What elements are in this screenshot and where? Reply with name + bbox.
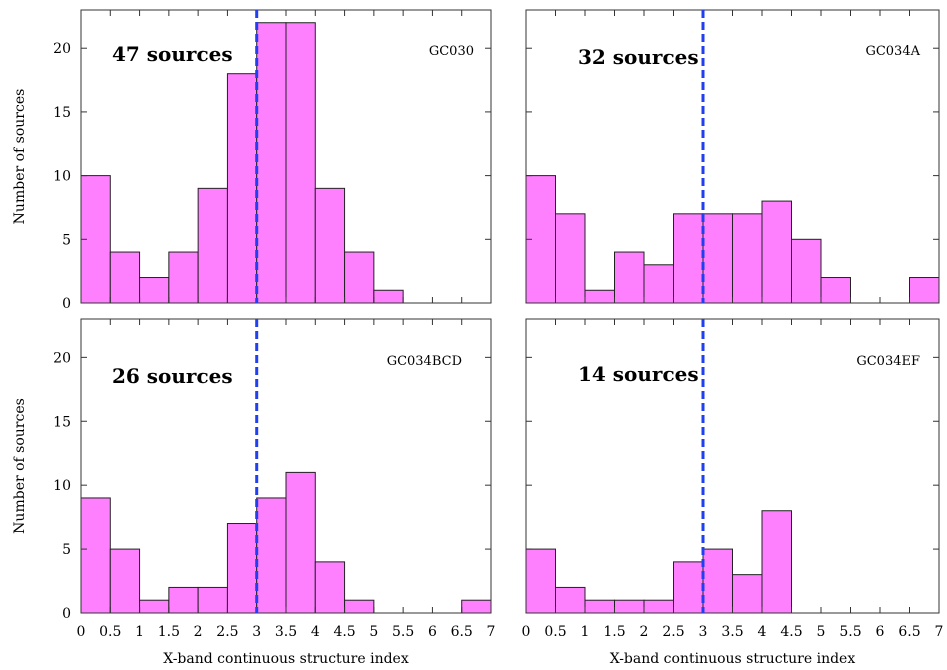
histogram-bar xyxy=(139,599,170,614)
x-tick-label: 2 xyxy=(194,624,203,640)
y-tick-label: 20 xyxy=(53,41,71,57)
x-tick-label: 5.5 xyxy=(839,624,861,640)
x-tick-label: 6 xyxy=(428,624,437,640)
x-tick-label: 3.5 xyxy=(275,624,297,640)
panel-name-label: GC030 xyxy=(429,44,474,59)
x-tick-label: 0 xyxy=(522,624,531,640)
x-tick-label: 5.5 xyxy=(392,624,414,640)
histogram-bar xyxy=(80,497,111,614)
panel-name-label: GC034A xyxy=(865,44,920,59)
histogram-bar xyxy=(909,277,940,304)
x-tick-label: 6 xyxy=(876,624,885,640)
histogram-bar xyxy=(373,289,404,304)
x-tick-label: 4.5 xyxy=(333,624,355,640)
histogram-bar xyxy=(584,289,615,304)
histogram-bar xyxy=(168,251,199,304)
histogram-bar xyxy=(285,22,316,304)
histogram-bar xyxy=(702,213,733,304)
y-tick-label: 10 xyxy=(53,478,71,494)
histogram-bar xyxy=(461,599,492,614)
y-tick-label: 0 xyxy=(62,296,71,312)
y-axis-label: Number of sources xyxy=(12,398,28,534)
x-tick-label: 0.5 xyxy=(544,624,566,640)
histogram-bar xyxy=(109,548,141,614)
histogram-bar xyxy=(525,548,556,614)
histogram-bar xyxy=(555,213,586,304)
histogram-bar xyxy=(673,561,704,614)
x-tick-label: 0.5 xyxy=(99,624,121,640)
source-count-label: 26 sources xyxy=(112,364,233,388)
x-tick-label: 5 xyxy=(817,624,826,640)
histogram-bar xyxy=(732,574,763,614)
histogram-bar xyxy=(344,251,375,304)
histogram-bar xyxy=(643,599,674,614)
x-tick-label: 3 xyxy=(699,624,708,640)
x-axis-label: X-band continuous structure index xyxy=(163,651,409,667)
x-tick-label: 2 xyxy=(640,624,649,640)
y-tick-label: 20 xyxy=(53,350,71,366)
histogram-panel-gc034bcd: 0 5 10 15 20 0 0.5 1 1.5 2 2.5 3 3.5 4 4.5 5 5.5 6 6.5 7 26 … xyxy=(12,318,496,667)
x-tick-label: 3.5 xyxy=(721,624,743,640)
x-tick-label: 4.5 xyxy=(780,624,802,640)
histogram-bar xyxy=(761,200,792,304)
y-tick-label: 15 xyxy=(53,414,71,430)
histogram-bar xyxy=(584,599,615,614)
y-tick-label: 10 xyxy=(53,169,71,185)
panel-name-label: GC034BCD xyxy=(387,354,462,369)
histogram-bar xyxy=(314,187,346,304)
x-tick-label: 5 xyxy=(369,624,378,640)
histogram-bar xyxy=(614,251,645,304)
source-count-label: 14 sources xyxy=(578,362,699,386)
source-count-label: 47 sources xyxy=(112,42,233,66)
histogram-bar xyxy=(761,510,792,614)
histogram-bar xyxy=(643,264,674,304)
histogram-panel-gc034ef: 0 0.5 1 1.5 2 2.5 3 3.5 4 4.5 5 5.5 6 6.5 7 14 sources G… xyxy=(522,318,944,667)
histogram-panel-gc034a: 32 sources GC034A xyxy=(525,9,940,304)
panel-name-label: GC034EF xyxy=(856,354,920,369)
x-tick-label: 2.5 xyxy=(662,624,684,640)
histogram-bar xyxy=(702,548,733,614)
y-tick-label: 5 xyxy=(62,232,71,248)
histogram-bar xyxy=(285,471,316,614)
histogram-bar xyxy=(344,599,375,614)
x-tick-label: 4 xyxy=(311,624,320,640)
x-tick-label: 3 xyxy=(252,624,261,640)
histogram-bar xyxy=(673,213,704,304)
y-tick-label: 0 xyxy=(62,606,71,622)
histogram-bar xyxy=(168,586,199,614)
x-tick-label: 1 xyxy=(581,624,590,640)
histogram-bar xyxy=(226,523,258,614)
y-tick-label: 5 xyxy=(62,542,71,558)
histogram-bar xyxy=(791,238,822,304)
histogram-bar xyxy=(555,586,586,614)
histogram-bar xyxy=(197,187,228,304)
histogram-bar xyxy=(614,599,645,614)
x-tick-label: 6.5 xyxy=(898,624,920,640)
x-tick-label: 7 xyxy=(487,624,496,640)
y-tick-label: 15 xyxy=(53,105,71,121)
histogram-bar xyxy=(820,277,851,304)
x-tick-label: 1.5 xyxy=(603,624,625,640)
x-tick-label: 7 xyxy=(935,624,944,640)
x-tick-label: 0 xyxy=(77,624,86,640)
histogram-bar xyxy=(109,251,141,304)
x-tick-label: 6.5 xyxy=(451,624,473,640)
x-axis-label: X-band continuous structure index xyxy=(610,651,856,667)
histogram-bar xyxy=(256,497,287,614)
x-tick-label: 4 xyxy=(758,624,767,640)
histogram-bar xyxy=(314,561,346,614)
histogram-bar xyxy=(197,586,228,614)
x-tick-label: 1.5 xyxy=(158,624,180,640)
histogram-bar xyxy=(139,277,170,304)
y-axis-label: Number of sources xyxy=(12,89,28,225)
histogram-bar xyxy=(732,213,763,304)
histogram-panel-gc030: 0 5 10 15 20 47 sources GC030 Number of sources xyxy=(12,9,492,312)
x-tick-label: 2.5 xyxy=(216,624,238,640)
x-tick-label: 1 xyxy=(135,624,144,640)
source-count-label: 32 sources xyxy=(578,45,699,69)
histogram-bar xyxy=(256,22,287,304)
histogram-bar xyxy=(226,73,258,304)
